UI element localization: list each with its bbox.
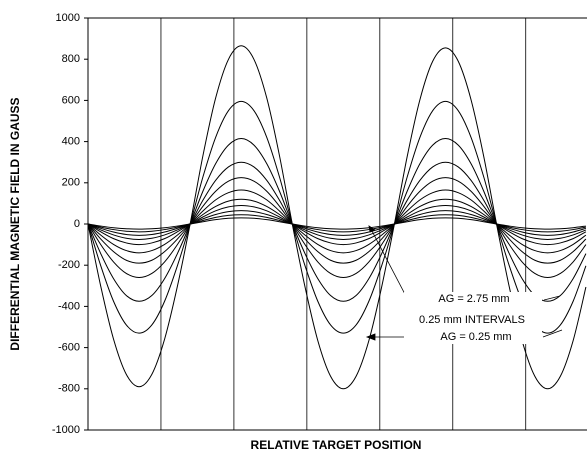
y-tick-label: -200: [58, 259, 80, 271]
y-tick-label: -1000: [52, 424, 80, 436]
y-tick-label: 0: [74, 218, 80, 230]
field-curve: [87, 189, 587, 254]
y-tick-label: -400: [58, 300, 80, 312]
y-tick-label: -600: [58, 342, 80, 354]
field-curve: [87, 210, 587, 236]
field-curve: [87, 138, 587, 302]
annotation-background: [404, 292, 542, 344]
y-tick-label: 1000: [56, 12, 80, 24]
field-curve: [87, 177, 587, 264]
field-curve: [87, 214, 587, 233]
field-curve: [87, 161, 587, 279]
y-axis-label: DIFFERENTIAL MAGNETIC FIELD IN GAUSS: [8, 97, 22, 350]
annotation-arrows: [365, 225, 563, 341]
annotation: 0.25 mm INTERVALS: [419, 314, 525, 326]
field-curve: [87, 198, 587, 246]
field-curve: [87, 204, 587, 240]
x-axis-label: RELATIVE TARGET POSITION: [251, 438, 422, 452]
field-curve: [87, 217, 586, 230]
field-curve: [87, 100, 587, 334]
y-tick-label: -800: [58, 383, 80, 395]
y-tick-label: 200: [62, 177, 80, 189]
annotation: AG = 2.75 mm: [438, 293, 509, 305]
y-tick-label: 600: [62, 94, 80, 106]
y-tick-label: 800: [62, 53, 80, 65]
field-curve: [87, 45, 587, 390]
y-tick-label: 400: [62, 136, 80, 148]
annotation: AG = 0.25 mm: [440, 331, 511, 343]
